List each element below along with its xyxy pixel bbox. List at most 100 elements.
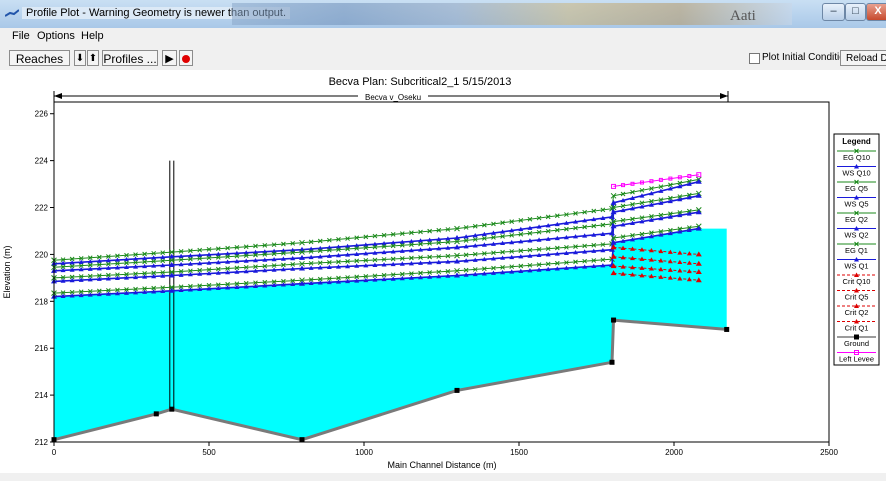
down-arrow-icon[interactable]: ⬇ <box>74 50 86 66</box>
menu-help[interactable]: Help <box>81 30 104 42</box>
marker-ws-q2 <box>677 212 683 218</box>
marker-ws-q5 <box>253 257 258 263</box>
point-eg-q2 <box>299 260 305 267</box>
marker-eg-q2 <box>564 244 569 250</box>
marker-eg-q2 <box>142 270 147 276</box>
point-eg-q1 <box>454 267 460 274</box>
marker-eg-q5 <box>390 243 396 249</box>
marker-ws-q5 <box>591 232 597 237</box>
marker-crit-q5 <box>629 255 635 261</box>
marker-crit-q10 <box>620 245 626 250</box>
marker-ws-q2 <box>629 220 635 225</box>
marker-eg-q1 <box>686 225 692 230</box>
plot-initial-conditions-label: Plot Initial Conditions <box>762 52 856 63</box>
marker-ws-q5 <box>197 260 203 266</box>
marker-ws-q1 <box>591 263 597 269</box>
marker-eg-q5 <box>215 254 221 260</box>
reload-data-button[interactable]: Reload Data <box>840 50 886 66</box>
marker-eg-q5 <box>445 239 451 245</box>
marker-ws-q10 <box>408 238 414 244</box>
marker-ws-q2 <box>372 262 378 267</box>
reaches-button[interactable]: Reaches ... <box>9 50 70 82</box>
marker-eg-q10 <box>564 212 569 217</box>
marker-eg-q1 <box>639 231 645 237</box>
marker-eg-q10 <box>142 251 147 257</box>
marker-ws-q2 <box>563 250 569 255</box>
marker-eg-q5 <box>115 261 120 266</box>
marker-eg-q10 <box>573 211 578 216</box>
point-ws-q5 <box>454 244 460 250</box>
point-eg-q10 <box>168 249 175 255</box>
record-icon[interactable] <box>179 50 193 66</box>
marker-eg-q1 <box>225 281 230 287</box>
marker-eg-q1 <box>160 285 166 291</box>
menu-options[interactable]: Options <box>37 30 75 42</box>
profiles-button[interactable]: Profiles ... <box>102 50 158 66</box>
marker-ws-q10 <box>563 220 569 225</box>
point-crit-q2 <box>610 263 617 269</box>
marker-ws-q1 <box>206 286 212 291</box>
marker-ws-q2 <box>445 259 451 264</box>
marker-ws-q1 <box>114 290 120 296</box>
marker-ws-q10 <box>160 254 166 260</box>
marker-ws-q5 <box>160 262 166 268</box>
marker-ws-q1 <box>667 230 673 236</box>
marker-eg-q1 <box>317 276 323 282</box>
marker-ws-q5 <box>427 246 433 252</box>
marker-ws-q10 <box>87 259 93 264</box>
marker-eg-q1 <box>115 287 120 293</box>
up-arrow-icon[interactable]: ⬆ <box>87 50 99 66</box>
marker-ws-q10 <box>686 181 692 186</box>
marker-eg-q2 <box>436 254 442 259</box>
close-button[interactable]: X <box>866 3 886 21</box>
legend-label-ws-q5: WS Q5 <box>844 200 868 209</box>
marker-eg-q1 <box>472 267 478 272</box>
marker-eg-q10 <box>133 252 138 257</box>
marker-ws-q5 <box>629 206 635 211</box>
marker-ws-q1 <box>390 276 396 281</box>
marker-ws-q5 <box>96 266 102 271</box>
minimize-button[interactable]: – <box>822 3 845 21</box>
marker-eg-q5 <box>518 231 524 237</box>
marker-ws-q1 <box>78 292 84 298</box>
marker-eg-q10 <box>409 230 414 236</box>
marker-eg-q2 <box>649 214 654 219</box>
marker-ws-q5 <box>639 204 645 209</box>
marker-eg-q5 <box>564 226 569 232</box>
marker-eg-q5 <box>78 263 84 269</box>
legend-label-eg-q2: EG Q2 <box>845 215 868 224</box>
marker-ws-q2 <box>490 256 496 261</box>
marker-eg-q10 <box>262 243 268 248</box>
marker-ws-q1 <box>445 273 451 278</box>
marker-eg-q10 <box>630 189 635 195</box>
marker-eg-q1 <box>206 282 212 288</box>
marker-eg-q10 <box>225 245 230 251</box>
marker-crit-q1 <box>686 276 692 282</box>
point-crit-q2 <box>695 269 702 274</box>
maximize-button[interactable]: □ <box>845 3 866 21</box>
marker-ws-q1 <box>545 266 551 272</box>
marker-ws-q10 <box>427 237 433 242</box>
marker-ws-q2 <box>509 254 515 260</box>
marker-eg-q10 <box>600 207 606 213</box>
marker-ws-q1 <box>399 275 405 281</box>
marker-ws-q5 <box>326 253 332 258</box>
marker-eg-q5 <box>372 244 378 250</box>
marker-eg-q2 <box>336 259 341 265</box>
marker-ws-q2 <box>639 219 645 224</box>
menu-file[interactable]: File <box>12 30 30 42</box>
y-tick-label-218: 218 <box>35 297 49 306</box>
marker-ws-q1 <box>160 288 166 294</box>
marker-ws-q2 <box>658 215 664 221</box>
marker-ws-q1 <box>243 284 249 289</box>
marker-eg-q10 <box>427 228 433 234</box>
play-icon[interactable]: ▶ <box>162 50 177 66</box>
marker-eg-q1 <box>87 288 93 294</box>
marker-eg-q2 <box>345 259 350 264</box>
marker-ws-q10 <box>648 190 654 196</box>
marker-crit-q2 <box>667 267 673 272</box>
marker-ws-q1 <box>133 290 139 295</box>
plot-initial-conditions-checkbox[interactable] <box>749 53 760 64</box>
legend-marker-crit-q10 <box>854 272 859 277</box>
marker-ws-q1 <box>600 263 606 268</box>
